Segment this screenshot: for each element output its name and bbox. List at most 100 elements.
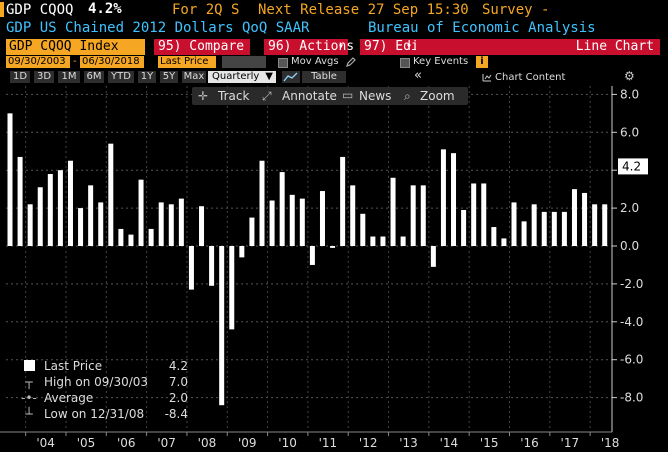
collapse-left-icon[interactable]: « — [414, 70, 422, 83]
legend-low-icon: ┴ — [25, 407, 33, 421]
bar-2012Q4 — [380, 236, 386, 246]
period-1m[interactable]: 1M — [58, 71, 80, 83]
y-tick-label: 2.0 — [620, 201, 639, 215]
legend-low: ┴ Low on 12/31/08 -8.4 — [18, 406, 188, 422]
bar-2005Q1 — [67, 160, 73, 246]
bar-2005Q3 — [88, 185, 94, 246]
annotate-icon: ⤢ — [262, 89, 272, 103]
period-6m[interactable]: 6M — [84, 71, 104, 83]
end-date-input[interactable]: 06/30/2018 — [80, 56, 144, 68]
period-ytd[interactable]: YTD — [108, 71, 134, 83]
settings-gear-icon[interactable]: ⚙ — [624, 70, 635, 83]
x-tick-label: '14 — [440, 436, 459, 450]
bar-2012Q1 — [350, 185, 356, 246]
bar-2013Q3 — [410, 185, 416, 246]
pencil-icon[interactable] — [345, 56, 357, 68]
bar-2010Q2 — [279, 172, 285, 246]
period-3d[interactable]: 3D — [34, 71, 54, 83]
legend-high-label: High on 09/30/03 — [44, 375, 149, 389]
bar-2007Q2 — [158, 202, 164, 246]
bar-2015Q2 — [481, 183, 487, 246]
x-tick-label: '16 — [520, 436, 539, 450]
bar-2011Q3 — [330, 246, 336, 248]
y-tick-label: 0.0 — [620, 239, 639, 253]
chart-toolbar: ✛ Track ⤢ Annotate ▭ News ⌕ Zoom — [192, 87, 468, 105]
chart-type-bar[interactable] — [416, 39, 660, 55]
period-1d[interactable]: 1D — [10, 71, 30, 83]
bar-2008Q4 — [219, 246, 225, 406]
bar-2004Q2 — [37, 187, 43, 246]
header-line-1: GDP CQOQ 4.2% For 2Q S Next Release 27 S… — [0, 0, 668, 20]
period-max[interactable]: Max — [182, 71, 206, 83]
bar-2017Q4 — [582, 192, 588, 246]
bar-2014Q4 — [461, 209, 467, 246]
actions-button[interactable]: 96) Actions ▾ — [264, 39, 354, 55]
bar-2008Q3 — [209, 246, 215, 286]
mov-avgs-checkbox[interactable] — [278, 58, 288, 68]
x-tick-label: '12 — [359, 436, 378, 450]
bar-2009Q1 — [229, 246, 235, 330]
actions-label: 96) Actions — [268, 39, 355, 54]
header-accent-bar — [0, 2, 4, 17]
y-tick-label: 8.0 — [620, 87, 639, 101]
period-5y[interactable]: 5Y — [160, 71, 178, 83]
frequency-select[interactable]: Quarterly ▼ — [208, 71, 276, 83]
x-tick-label: '07 — [157, 436, 176, 450]
bar-2011Q4 — [340, 156, 346, 246]
news-icon: ▭ — [342, 88, 354, 102]
info-icon[interactable]: i — [476, 56, 488, 68]
y-tick-label: -4.0 — [620, 315, 643, 329]
bar-2014Q3 — [451, 153, 457, 246]
x-tick-label: '17 — [561, 436, 580, 450]
period-1y[interactable]: 1Y — [138, 71, 156, 83]
field-select[interactable]: Last Price — [158, 56, 216, 68]
compare-button[interactable]: 95) Compare — [154, 39, 250, 55]
period-bar: 1D 3D 1M 6M YTD 1Y 5Y Max Quarterly ▼ Ta… — [0, 70, 668, 86]
news-button[interactable]: News — [359, 89, 392, 103]
survey: Survey - — [482, 2, 550, 18]
bar-2005Q2 — [78, 208, 84, 246]
bar-2006Q3 — [128, 234, 134, 246]
legend-low-value: -8.4 — [164, 407, 188, 421]
legend-last-price: Last Price 4.2 — [18, 358, 188, 374]
y-tick-label: -8.0 — [620, 391, 643, 405]
bar-2017Q2 — [561, 211, 567, 246]
chart-content-icon[interactable] — [482, 73, 492, 82]
field-select-arrow[interactable] — [222, 56, 266, 68]
zoom-button[interactable]: Zoom — [420, 89, 455, 103]
bar-2003Q4 — [17, 156, 23, 246]
x-tick-label: '10 — [278, 436, 297, 450]
bar-2004Q4 — [57, 170, 63, 246]
ticker: GDP CQOQ — [6, 2, 74, 18]
bar-2010Q3 — [289, 194, 295, 246]
last-value-marker — [618, 158, 648, 175]
x-tick-label: '08 — [198, 436, 217, 450]
frequency-label: Quarterly — [212, 71, 260, 82]
start-date-input[interactable]: 09/30/2003 — [6, 56, 70, 68]
bar-2007Q3 — [168, 204, 174, 246]
settings-bar: 09/30/2003 - 06/30/2018 Last Price Mov A… — [0, 55, 668, 70]
legend-high-value: 7.0 — [168, 375, 188, 389]
line-chart-icon[interactable] — [282, 71, 300, 83]
legend-average-label: Average — [44, 391, 94, 405]
annotate-button[interactable]: Annotate — [282, 89, 337, 103]
legend-high: ┬ High on 09/30/03 7.0 — [18, 374, 188, 390]
zoom-icon: ⌕ — [404, 89, 411, 103]
last-value: 4.2% — [88, 1, 122, 17]
table-button[interactable]: Table — [302, 71, 346, 83]
bar-2004Q3 — [47, 173, 53, 246]
x-tick-label: '18 — [601, 436, 620, 450]
key-events-checkbox[interactable] — [400, 58, 410, 68]
x-tick-label: '09 — [238, 436, 257, 450]
edit-dropdown-icon: ▾ — [405, 41, 412, 52]
x-tick-label: '15 — [480, 436, 499, 450]
bar-2018Q2 — [602, 204, 608, 246]
y-tick-label: -2.0 — [620, 277, 643, 291]
legend-average-value: 2.0 — [168, 391, 188, 405]
edit-button[interactable]: 97) Edit ▾ — [360, 39, 427, 55]
track-button[interactable]: Track — [218, 89, 250, 103]
x-tick-label: '05 — [77, 436, 96, 450]
last-value-label: 4.2 — [622, 159, 641, 173]
bar-2007Q1 — [148, 228, 154, 246]
security-field[interactable]: GDP CQOQ Index — [6, 39, 145, 55]
